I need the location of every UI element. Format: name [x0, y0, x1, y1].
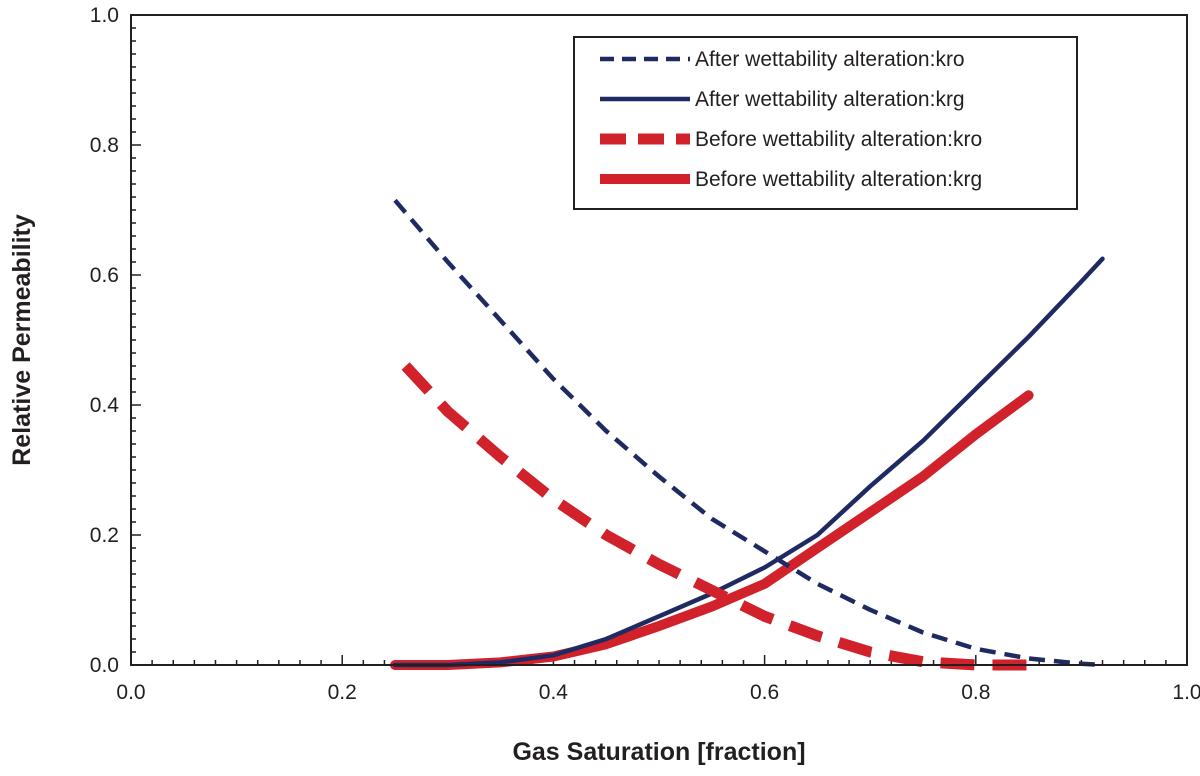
x-tick-label: 1.0	[1172, 681, 1200, 704]
x-tick-label: 0.2	[328, 681, 357, 704]
y-tick-label: 0.8	[90, 134, 119, 157]
series-line-1	[393, 198, 1103, 668]
x-tick-label: 0.4	[539, 681, 569, 704]
y-axis-title: Relative Permeability	[8, 214, 36, 466]
x-axis-title: Gas Saturation [fraction]	[512, 738, 805, 766]
x-tick-label: 0.8	[961, 681, 990, 704]
legend-label-3: Before wettability alteration:kro	[695, 128, 982, 151]
y-tick-label: 0.0	[90, 654, 119, 677]
y-tick-labels: 0.0 0.2 0.4 0.6 0.8 1.0	[90, 4, 120, 677]
plot-frame	[130, 14, 1188, 666]
x-tick-label: 0.6	[750, 681, 779, 704]
major-ticks	[131, 144, 977, 665]
series-layer	[390, 198, 1105, 671]
series-line-4	[390, 390, 1034, 670]
y-tick-label: 0.6	[90, 264, 119, 287]
series-line-3	[401, 362, 1029, 671]
legend-label-4: Before wettability alteration:krg	[695, 168, 982, 191]
legend-label-2: After wettability alteration:krg	[695, 88, 965, 111]
series-line-2	[392, 256, 1105, 668]
x-tick-label: 0.0	[116, 681, 145, 704]
y-tick-label: 0.4	[90, 394, 120, 417]
x-tick-labels: 0.0 0.2 0.4 0.6 0.8 1.0	[116, 681, 1200, 704]
legend-label-1: After wettability alteration:kro	[695, 48, 965, 71]
y-tick-label: 1.0	[90, 4, 119, 27]
legend: After wettability alteration:kro After we…	[573, 36, 1078, 210]
y-tick-label: 0.2	[90, 524, 119, 547]
